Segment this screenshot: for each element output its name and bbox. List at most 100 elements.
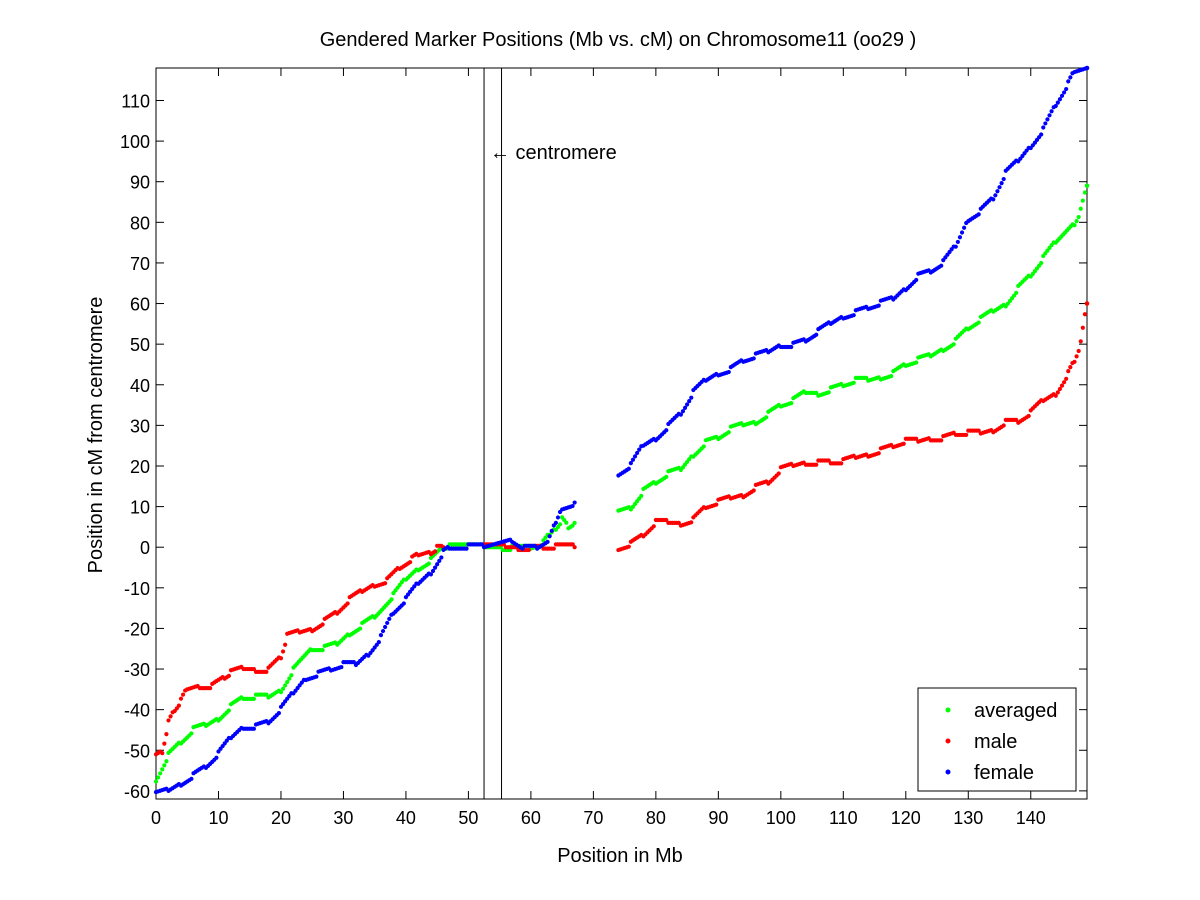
data-point-female <box>630 457 636 462</box>
data-point-female <box>189 776 194 781</box>
data-point-female <box>251 726 256 731</box>
data-point-averaged <box>914 360 919 365</box>
data-point-averaged <box>1014 290 1019 295</box>
data-point-male <box>280 649 286 654</box>
data-point-female <box>432 565 438 570</box>
data-point-female <box>682 405 688 410</box>
data-point-male <box>626 544 631 549</box>
x-tick-label: 10 <box>208 808 228 828</box>
x-axis-title: Position in Mb <box>557 845 683 867</box>
data-point-female <box>385 620 390 626</box>
data-point-female <box>428 572 434 577</box>
y-tick-label: 0 <box>140 538 150 558</box>
data-point-male <box>283 642 288 647</box>
data-point-female <box>376 640 381 645</box>
data-point-male <box>1064 376 1069 381</box>
data-point-male <box>432 549 438 554</box>
data-point-male <box>1074 354 1079 359</box>
data-point-averaged <box>164 759 169 764</box>
centromere-annotation: ← centromere <box>490 142 617 164</box>
y-tick-label: 20 <box>130 457 150 477</box>
data-point-female <box>1064 86 1069 92</box>
data-point-male <box>407 560 413 565</box>
data-point-female <box>687 398 692 404</box>
x-tick-label: 40 <box>396 808 416 828</box>
data-point-female <box>993 193 998 198</box>
data-point-male <box>383 581 388 586</box>
data-point-male <box>1082 312 1088 317</box>
data-point-averaged <box>976 320 981 325</box>
data-point-male <box>964 432 969 438</box>
data-point-averaged <box>557 522 563 527</box>
data-point-male <box>1057 386 1063 392</box>
x-tick-label: 80 <box>646 808 666 828</box>
data-point-female <box>626 466 631 471</box>
x-tick-label: 90 <box>708 808 728 828</box>
data-point-female <box>814 332 819 337</box>
data-point-female <box>628 461 633 466</box>
data-point-averaged <box>278 690 284 695</box>
data-point-averaged <box>1076 214 1081 220</box>
data-point-averaged <box>358 626 363 631</box>
y-tick-label: -20 <box>124 619 150 639</box>
data-point-male <box>1078 339 1083 344</box>
data-point-averaged <box>153 779 159 784</box>
legend-label-female: female <box>974 762 1034 784</box>
data-point-female <box>689 395 694 400</box>
data-point-female <box>678 412 683 417</box>
data-point-male <box>162 741 167 746</box>
y-tick-label: 10 <box>130 498 150 518</box>
data-point-female <box>685 402 690 407</box>
data-point-male <box>168 714 173 719</box>
data-point-female <box>632 454 638 459</box>
y-tick-label: -10 <box>124 579 150 599</box>
data-point-female <box>1084 65 1090 71</box>
x-tick-label: 20 <box>271 808 291 828</box>
data-point-averaged <box>162 763 167 768</box>
data-point-averaged <box>320 648 325 653</box>
data-point-female <box>401 601 406 606</box>
data-point-female <box>545 539 550 544</box>
y-tick-label: -60 <box>124 782 150 802</box>
data-point-female <box>997 185 1002 190</box>
legend-box <box>917 687 1077 792</box>
data-point-female <box>383 624 388 630</box>
data-point-female <box>680 409 686 414</box>
data-point-male <box>901 441 906 446</box>
data-point-female <box>214 755 219 760</box>
data-point-male <box>572 545 577 550</box>
data-point-female <box>876 303 881 308</box>
data-point-female <box>380 628 386 634</box>
data-point-female <box>1068 75 1073 80</box>
data-point-female <box>520 546 525 551</box>
data-point-male <box>1076 348 1081 354</box>
data-point-averaged <box>1080 198 1085 203</box>
data-point-male <box>651 524 656 529</box>
data-point-female <box>547 534 552 539</box>
data-point-female <box>726 369 731 375</box>
y-tick-label: -30 <box>124 660 150 680</box>
legend-label-male: male <box>974 731 1017 753</box>
x-tick-label: 130 <box>953 808 983 828</box>
data-point-female <box>957 235 963 240</box>
y-tick-label: 100 <box>120 132 150 152</box>
data-point-female <box>437 558 442 563</box>
data-point-averaged <box>160 767 165 772</box>
plot-frame <box>155 67 1088 800</box>
data-point-averaged <box>287 676 292 681</box>
data-point-male <box>1026 413 1031 419</box>
data-point-female <box>635 450 640 456</box>
x-tick-label: 140 <box>1016 808 1046 828</box>
y-tick-label: 80 <box>130 213 150 233</box>
data-point-male <box>226 673 231 678</box>
data-point-female <box>1066 79 1071 84</box>
data-point-averaged <box>764 415 769 420</box>
data-point-female <box>430 568 436 574</box>
data-point-averaged <box>155 775 161 780</box>
data-point-male <box>814 462 819 467</box>
x-tick-label: 50 <box>458 808 478 828</box>
data-point-averaged <box>851 380 856 385</box>
data-point-averaged <box>564 520 569 525</box>
plot-area: 0 10 20 30 40 50 60 70 80 90 100 110 120 130 140-60-50… <box>120 65 1090 828</box>
